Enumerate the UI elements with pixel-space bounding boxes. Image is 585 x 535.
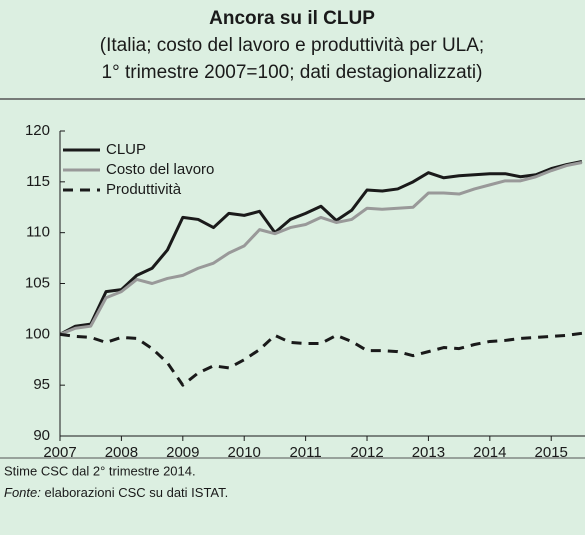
x-tick-label: 2012 (350, 444, 383, 461)
x-tick-label: 2013 (412, 444, 445, 461)
y-tick-label: 115 (26, 173, 50, 190)
y-tick-label: 100 (25, 325, 50, 342)
x-tick-label: 2011 (289, 444, 321, 461)
source: Fonte: elaborazioni CSC su dati ISTAT. (4, 485, 228, 500)
y-tick-label: 95 (33, 376, 50, 393)
chart-subtitle: 1° trimestre 2007=100; dati destagionali… (102, 62, 483, 83)
x-tick-label: 2014 (473, 444, 506, 461)
x-tick-label: 2015 (535, 444, 568, 461)
y-tick-label: 120 (25, 122, 50, 139)
chart-title: Ancora su il CLUP (209, 8, 375, 29)
series-line (60, 160, 583, 336)
x-tick-label: 2007 (43, 444, 76, 461)
y-tick-label: 105 (25, 274, 50, 291)
x-tick-label: 2010 (228, 444, 261, 461)
source-text: elaborazioni CSC su dati ISTAT. (44, 485, 228, 500)
legend-label: Produttività (106, 181, 182, 198)
y-tick-label: 90 (33, 427, 50, 444)
x-tick-label: 2008 (105, 444, 138, 461)
x-tick-label: 2009 (166, 444, 199, 461)
series-line (60, 161, 583, 336)
source-label: Fonte: (4, 485, 41, 500)
series-line (60, 331, 583, 387)
note: Stime CSC dal 2° trimestre 2014. (4, 463, 196, 478)
legend-label: Costo del lavoro (106, 161, 214, 178)
chart-subtitle: (Italia; costo del lavoro e produttività… (100, 35, 484, 56)
legend-label: CLUP (106, 141, 146, 158)
plot-lines (60, 160, 583, 387)
y-tick-label: 110 (26, 224, 50, 241)
